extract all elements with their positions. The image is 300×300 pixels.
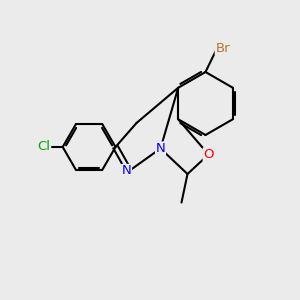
Text: Cl: Cl xyxy=(37,140,50,154)
Text: N: N xyxy=(122,164,131,178)
Text: O: O xyxy=(203,148,214,161)
Text: N: N xyxy=(156,142,165,155)
Text: Br: Br xyxy=(215,41,230,55)
